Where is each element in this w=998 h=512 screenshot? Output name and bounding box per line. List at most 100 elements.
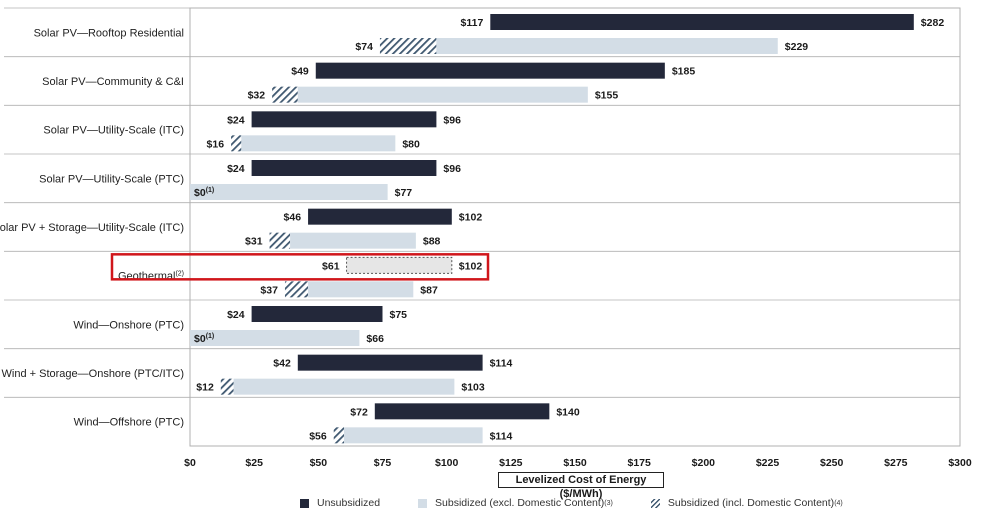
unsubsidized-high-label: $96 [443, 114, 461, 126]
subsidized-bar [190, 184, 388, 200]
legend-sup-subsidized: (3) [604, 499, 613, 507]
unsubsidized-high-label: $102 [459, 260, 483, 272]
x-tick-label: $25 [245, 457, 263, 469]
category-label: Solar PV—Utility-Scale (ITC) [43, 125, 184, 137]
subsidized-high-label: $77 [395, 187, 413, 199]
category-label: Solar PV + Storage—Utility-Scale (ITC) [0, 222, 184, 234]
grid-layer [4, 7, 961, 447]
category-label: Solar PV—Community & C&I [42, 76, 184, 88]
unsubsidized-high-label: $114 [490, 358, 513, 370]
lcoe-chart: Solar PV—Rooftop Residential $117 $282 $74 $… [0, 7, 972, 469]
unsubsidized-high-label: $75 [390, 309, 408, 321]
subsidized-high-label: $103 [461, 382, 485, 394]
legend-swatch-unsubsidized [300, 498, 309, 508]
unsubsidized-bar [251, 111, 437, 128]
subsidized-high-label: $80 [402, 138, 420, 150]
domestic-content-bar [269, 232, 291, 249]
unsubsidized-low-label: $72 [350, 406, 368, 418]
subsidized-bar [344, 427, 483, 444]
subsidized-low-label: $31 [245, 236, 263, 248]
subsidized-low-label: $74 [355, 41, 373, 53]
category-label: Geothermal(2) [118, 271, 184, 283]
geothermal-highlight-box [110, 253, 490, 281]
subsidized-bar [190, 330, 360, 346]
unsubsidized-high-label: $140 [556, 406, 580, 418]
legend-label-unsubsidized: Unsubsidized [317, 497, 381, 509]
x-tick-label: $50 [310, 457, 328, 469]
x-axis-ticks: $0 $25 $50 $75 $100 $125 $150 $175 $200 $225 $250 $… [184, 457, 972, 469]
subsidized-high-label: $155 [595, 90, 619, 102]
unsubsidized-bar [251, 306, 383, 322]
domestic-content-bar [220, 378, 234, 395]
legend-item-domestic-content: Subsidized (incl. Domestic Content) (4) [650, 497, 843, 509]
x-tick-label: $125 [499, 457, 523, 469]
x-tick-label: $300 [948, 457, 972, 469]
category-label: Solar PV—Utility-Scale (PTC) [39, 173, 184, 185]
subsidized-low-label: $37 [260, 284, 278, 296]
unsubsidized-low-label: $117 [461, 17, 484, 29]
legend-label-domestic-content: Subsidized (incl. Domestic Content) [667, 497, 835, 509]
x-tick-label: $200 [692, 457, 716, 469]
subsidized-bar [290, 232, 416, 249]
category-label: Wind + Storage—Onshore (PTC/ITC) [2, 368, 184, 380]
subsidized-high-label: $229 [785, 41, 809, 53]
subsidized-bar [436, 38, 778, 54]
unsubsidized-bar [490, 14, 914, 30]
domestic-content-bar [379, 38, 437, 54]
unsubsidized-low-label: $46 [284, 212, 302, 224]
category-label: Wind—Offshore (PTC) [74, 417, 184, 429]
unsubsidized-low-label: $24 [227, 309, 245, 321]
unsubsidized-high-label: $102 [459, 212, 483, 224]
unsubsidized-low-label: $61 [322, 260, 340, 272]
x-axis-title: Levelized Cost of Energy ($/MWh) [498, 472, 664, 500]
legend-swatch-domestic-content [650, 498, 660, 508]
subsidized-low-label: $32 [248, 90, 266, 102]
legend-sup-domestic-content: (4) [834, 499, 843, 507]
unsubsidized-low-label: $24 [227, 163, 245, 175]
x-tick-label: $275 [884, 457, 908, 469]
subsidized-bar [233, 378, 455, 395]
domestic-content-bar [333, 427, 344, 444]
subsidized-low-label: $56 [309, 430, 327, 442]
unsubsidized-bar [374, 403, 550, 420]
domestic-content-bar [284, 281, 309, 298]
unsubsidized-bar-dashed [346, 256, 453, 274]
unsubsidized-bar [251, 160, 437, 176]
x-tick-label: $225 [756, 457, 780, 469]
unsubsidized-high-label: $282 [921, 17, 945, 29]
subsidized-bar [297, 86, 588, 103]
label-layer: Solar PV—Rooftop Residential $117 $282 $74 $… [0, 17, 944, 442]
legend-swatch-subsidized [418, 498, 428, 508]
unsubsidized-bar [308, 208, 452, 225]
unsubsidized-low-label: $42 [273, 358, 291, 370]
subsidized-high-label: $87 [420, 284, 438, 296]
unsubsidized-bar [315, 62, 665, 79]
unsubsidized-low-label: $49 [291, 66, 309, 78]
unsubsidized-high-label: $96 [443, 163, 461, 175]
subsidized-high-label: $114 [490, 430, 513, 442]
legend-item-unsubsidized: Unsubsidized [300, 497, 380, 509]
subsidized-low-label: $12 [196, 382, 214, 394]
category-label: Solar PV—Rooftop Residential [34, 27, 184, 39]
x-tick-label: $100 [435, 457, 459, 469]
plot-frame [189, 7, 961, 447]
x-tick-label: $0 [184, 457, 196, 469]
unsubsidized-bar [297, 354, 483, 371]
subsidized-low-label: $16 [207, 138, 225, 150]
x-tick-label: $75 [374, 457, 392, 469]
unsubsidized-low-label: $24 [227, 114, 245, 126]
x-tick-label: $175 [627, 457, 651, 469]
legend-label-subsidized: Subsidized (excl. Domestic Content) [435, 497, 605, 509]
domestic-content-bar [231, 135, 242, 152]
x-tick-label: $150 [563, 457, 587, 469]
subsidized-high-label: $88 [423, 236, 441, 248]
subsidized-bar [308, 281, 414, 298]
legend-item-subsidized: Subsidized (excl. Domestic Content) (3) [418, 497, 613, 509]
bar-layer [190, 14, 914, 444]
legend: Unsubsidized Subsidized (excl. Domestic … [300, 495, 881, 511]
category-label: Wind—Onshore (PTC) [73, 319, 184, 331]
domestic-content-bar [272, 86, 298, 103]
x-tick-label: $250 [820, 457, 844, 469]
subsidized-high-label: $66 [366, 333, 384, 345]
unsubsidized-high-label: $185 [672, 66, 696, 78]
